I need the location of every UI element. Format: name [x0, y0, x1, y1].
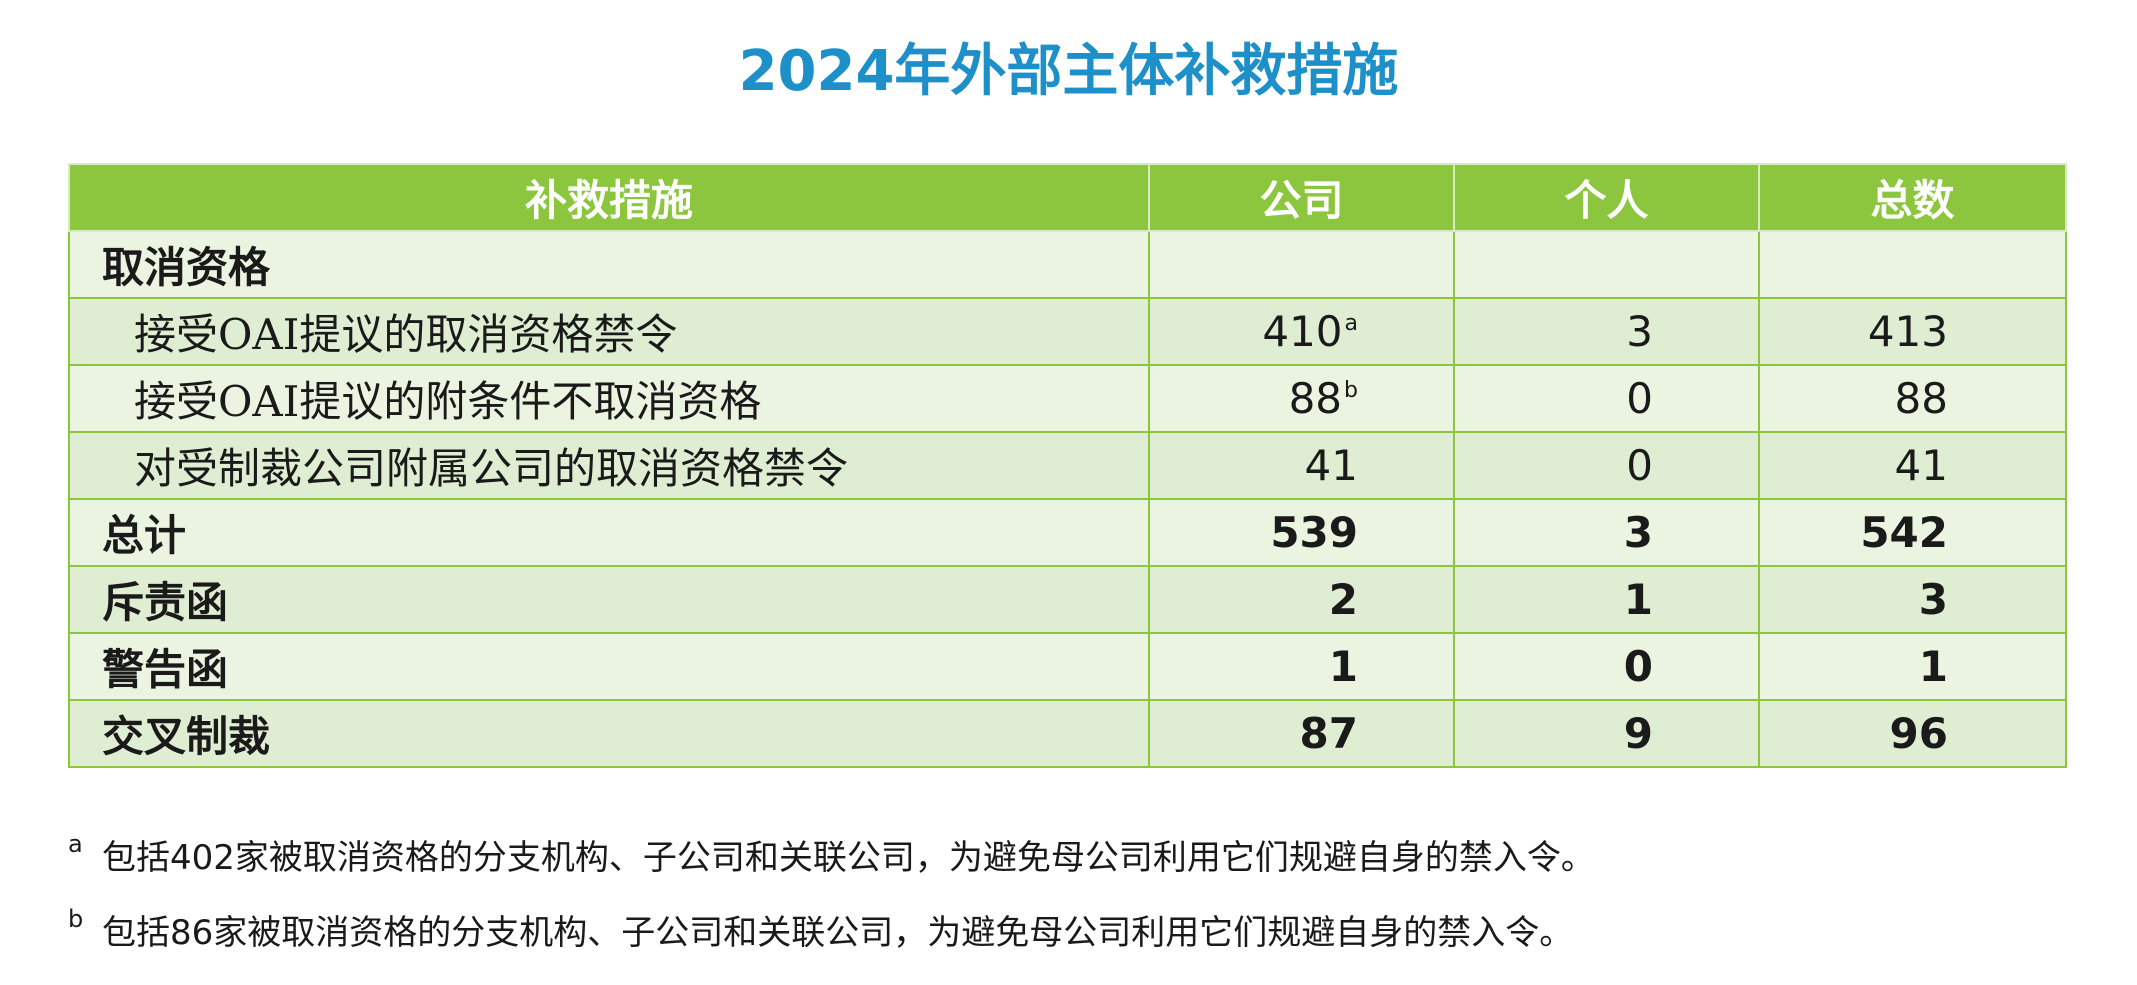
footnote-ref: b: [1344, 378, 1358, 403]
table-row: 总计 539 3 542: [68, 498, 2067, 567]
company-value-text: 87: [1299, 709, 1358, 758]
row-label: 总计: [68, 498, 1150, 567]
table-row: 警告函 1 0 1: [68, 632, 2067, 701]
footnote-text: 包括86家被取消资格的分支机构、子公司和关联公司，为避免母公司利用它们规避自身的…: [102, 913, 1574, 953]
individual-value-text: 9: [1623, 709, 1653, 758]
company-value: 539: [1148, 498, 1455, 567]
table-row: 斥责函 2 1 3: [68, 565, 2067, 634]
individual-value-text: 1: [1623, 575, 1653, 624]
row-label: 接受OAI提议的附条件不取消资格: [68, 364, 1150, 433]
table-row: 取消资格: [68, 230, 2067, 299]
individual-value: 3: [1453, 297, 1760, 366]
total-value: 88: [1758, 364, 2067, 433]
table-row: 对受制裁公司附属公司的取消资格禁令 41 0 41: [68, 431, 2067, 500]
table-row: 交叉制裁 87 9 96: [68, 699, 2067, 768]
table-row: 接受OAI提议的取消资格禁令 410a 3 413: [68, 297, 2067, 366]
company-value: 41: [1148, 431, 1455, 500]
total-value: 3: [1758, 565, 2067, 634]
footnote-text: 包括402家被取消资格的分支机构、子公司和关联公司，为避免母公司利用它们规避自身…: [102, 838, 1595, 878]
page-title: 2024年外部主体补救措施: [738, 39, 1399, 104]
total-value-text: 96: [1889, 709, 1948, 758]
individual-value: 0: [1453, 364, 1760, 433]
footnote-ref: a: [1344, 311, 1358, 336]
row-label: 斥责函: [68, 565, 1150, 634]
total-value: 1: [1758, 632, 2067, 701]
individual-value-text: 0: [1626, 374, 1653, 423]
footnote-mark: a: [68, 830, 83, 858]
table-header-row: 补救措施 公司 个人 总数: [68, 163, 2067, 232]
row-label: 取消资格: [68, 230, 1150, 299]
individual-value-text: 0: [1623, 642, 1653, 691]
total-value: 41: [1758, 431, 2067, 500]
table-row: 接受OAI提议的附条件不取消资格 88b 0 88: [68, 364, 2067, 433]
total-value: 542: [1758, 498, 2067, 567]
company-value: 88b: [1148, 364, 1455, 433]
header-individual: 个人: [1453, 163, 1760, 232]
company-value-text: 1: [1328, 642, 1358, 691]
company-value: 87: [1148, 699, 1455, 768]
total-value: [1758, 230, 2067, 299]
individual-value: 3: [1453, 498, 1760, 567]
header-company: 公司: [1148, 163, 1455, 232]
header-total: 总数: [1758, 163, 2067, 232]
footnote-b: b 包括86家被取消资格的分支机构、子公司和关联公司，为避免母公司利用它们规避自身…: [68, 905, 1573, 954]
header-remedy: 补救措施: [68, 163, 1150, 232]
company-value-text: 41: [1304, 441, 1358, 490]
row-label: 对受制裁公司附属公司的取消资格禁令: [68, 431, 1150, 500]
total-value-text: 413: [1867, 307, 1948, 356]
company-value: 1: [1148, 632, 1455, 701]
footnote-a: a 包括402家被取消资格的分支机构、子公司和关联公司，为避免母公司利用它们规避自…: [68, 830, 1595, 879]
company-value-text: 88: [1288, 374, 1343, 423]
individual-value-text: 3: [1626, 307, 1653, 356]
row-label: 交叉制裁: [68, 699, 1150, 768]
total-value-text: 41: [1894, 441, 1948, 490]
individual-value: 9: [1453, 699, 1760, 768]
individual-value: 0: [1453, 632, 1760, 701]
total-value-text: 542: [1860, 508, 1948, 557]
total-value-text: 1: [1918, 642, 1948, 691]
footnote-mark: b: [68, 905, 84, 933]
remedies-table: 补救措施 公司 个人 总数 取消资格 接受OAI提议的取消资格禁令 410a 3 413…: [68, 163, 2067, 768]
company-value-text: 539: [1270, 508, 1358, 557]
individual-value: 0: [1453, 431, 1760, 500]
individual-value: [1453, 230, 1760, 299]
total-value-text: 88: [1894, 374, 1948, 423]
company-value-text: 410: [1262, 307, 1343, 356]
row-label: 接受OAI提议的取消资格禁令: [68, 297, 1150, 366]
company-value-text: 2: [1328, 575, 1358, 624]
individual-value-text: 3: [1623, 508, 1653, 557]
total-value: 96: [1758, 699, 2067, 768]
row-label: 警告函: [68, 632, 1150, 701]
individual-value-text: 0: [1626, 441, 1653, 490]
total-value-text: 3: [1918, 575, 1948, 624]
company-value: 2: [1148, 565, 1455, 634]
individual-value: 1: [1453, 565, 1760, 634]
company-value: [1148, 230, 1455, 299]
total-value: 413: [1758, 297, 2067, 366]
company-value: 410a: [1148, 297, 1455, 366]
